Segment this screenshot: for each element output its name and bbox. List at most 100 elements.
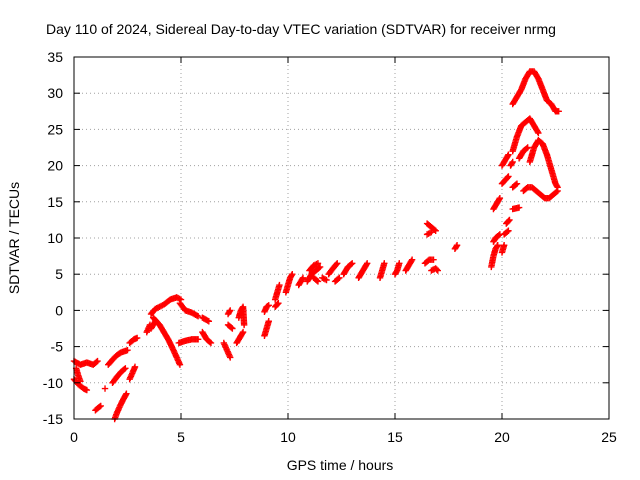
- data-point: [124, 347, 131, 354]
- gridlines: [74, 57, 609, 419]
- data-point: [96, 403, 103, 410]
- data-point: [363, 260, 371, 267]
- data-point: [349, 260, 356, 267]
- data-point: [505, 217, 512, 225]
- data-point: [505, 151, 512, 158]
- data-point: [226, 308, 233, 315]
- data-point: [228, 324, 235, 331]
- data-point: [534, 128, 541, 136]
- x-tick-label: 20: [494, 429, 510, 445]
- data-point: [239, 330, 246, 337]
- data-point: [430, 256, 437, 263]
- data-point: [506, 216, 513, 224]
- data-point: [193, 312, 201, 319]
- data-point: [505, 227, 512, 234]
- data-point: [495, 196, 503, 203]
- data-point: [204, 317, 211, 324]
- data-point: [93, 358, 100, 366]
- data-point: [505, 173, 512, 180]
- data-point: [396, 260, 403, 267]
- data-point: [77, 378, 84, 385]
- data-point: [123, 390, 130, 397]
- data-point: [299, 275, 306, 283]
- data-point: [432, 227, 439, 234]
- data-point: [227, 307, 234, 314]
- y-tick-label: -15: [43, 411, 63, 427]
- data-point: [336, 274, 343, 282]
- data-point: [265, 302, 272, 309]
- data-point: [94, 357, 101, 365]
- data-point: [315, 264, 323, 272]
- data-point: [381, 260, 388, 267]
- data-point: [313, 277, 321, 284]
- data-point: [408, 257, 415, 265]
- x-axis-title: GPS time / hours: [287, 457, 394, 473]
- data-point: [509, 158, 516, 166]
- x-tick-label: 15: [387, 429, 403, 445]
- x-axis: 0 5 10 15 20 25: [70, 57, 617, 445]
- data-point: [265, 318, 272, 325]
- data-point: [264, 302, 271, 310]
- y-tick-label: 25: [47, 121, 63, 137]
- data-point: [408, 256, 416, 263]
- y-tick-label: 5: [55, 266, 63, 282]
- data-point: [274, 300, 281, 308]
- data-point: [453, 242, 461, 249]
- y-tick-label: 35: [47, 49, 63, 65]
- data-point: [97, 402, 104, 410]
- x-tick-label: 25: [601, 429, 617, 445]
- x-tick-label: 0: [70, 429, 78, 445]
- y-tick-label: 0: [55, 302, 63, 318]
- y-tick-label: 20: [47, 158, 63, 174]
- data-point: [299, 274, 307, 282]
- data-point: [101, 385, 109, 392]
- data-point: [554, 184, 561, 191]
- data-point: [555, 108, 562, 115]
- data-point: [314, 260, 322, 267]
- data-point: [504, 152, 511, 160]
- y-axis: -15 -10 -5 0 5 10 15 20 25 30 35: [43, 49, 609, 427]
- data-point: [313, 260, 320, 268]
- data-point: [535, 129, 542, 137]
- data-point: [314, 278, 322, 285]
- data-point: [495, 232, 502, 239]
- data-point: [333, 261, 340, 268]
- data-point: [289, 271, 296, 278]
- data-point: [512, 181, 520, 188]
- data-point: [194, 336, 202, 343]
- data-point: [508, 159, 516, 167]
- data-point: [194, 312, 202, 320]
- y-tick-label: -10: [43, 375, 63, 391]
- x-tick-label: 10: [280, 429, 296, 445]
- data-point: [122, 365, 129, 372]
- data-point: [275, 299, 282, 307]
- data-point: [553, 182, 561, 190]
- data-points: [70, 68, 562, 423]
- data-point: [133, 334, 141, 342]
- data-point: [229, 325, 236, 332]
- data-point: [426, 229, 434, 237]
- data-point: [347, 261, 355, 268]
- data-point: [323, 276, 330, 284]
- data-point: [494, 242, 501, 249]
- y-tick-label: -5: [51, 339, 64, 355]
- y-axis-title: SDTVAR / TECUs: [6, 182, 22, 294]
- data-point: [227, 354, 234, 361]
- data-point: [431, 226, 438, 234]
- data-point: [433, 266, 440, 273]
- data-point: [363, 261, 370, 268]
- data-point: [121, 366, 128, 373]
- y-tick-label: 10: [47, 230, 63, 246]
- data-point: [428, 229, 435, 236]
- data-point: [515, 204, 523, 211]
- data-point: [493, 243, 501, 250]
- chart-title: Day 110 of 2024, Sidereal Day-to-day VTE…: [46, 21, 556, 37]
- data-point: [523, 145, 530, 152]
- data-point: [205, 318, 213, 325]
- data-point: [553, 188, 560, 196]
- data-point: [504, 228, 511, 235]
- data-point: [206, 338, 214, 346]
- data-point: [334, 260, 341, 267]
- data-point: [524, 144, 531, 151]
